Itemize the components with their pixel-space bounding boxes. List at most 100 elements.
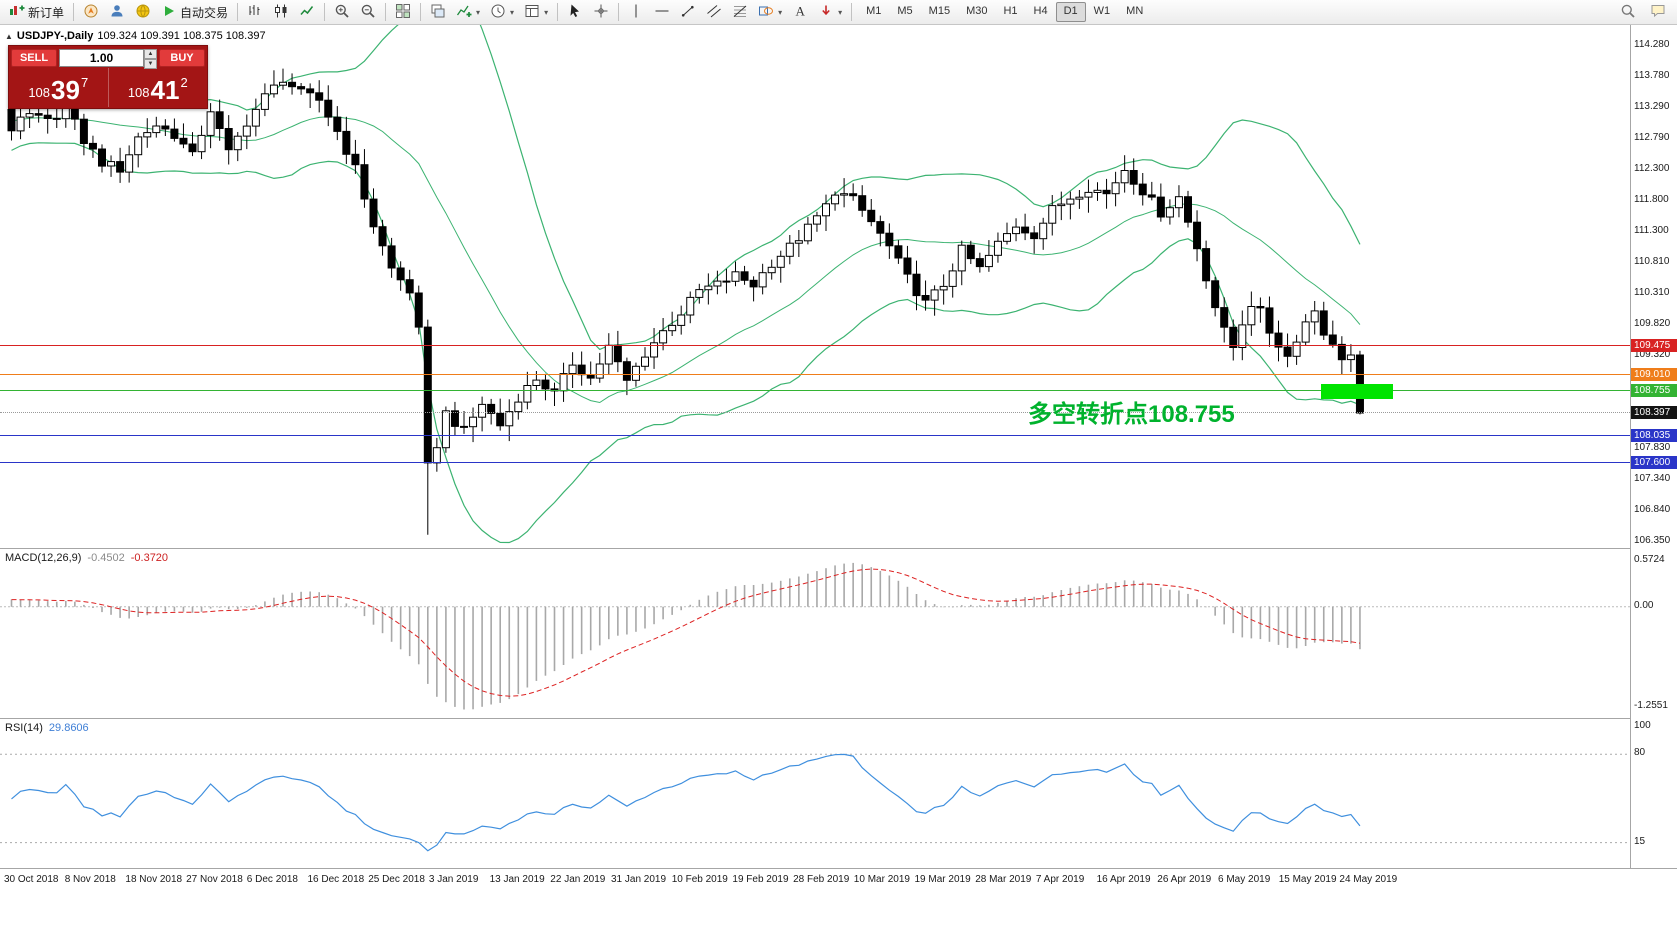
macd-histogram-bar (218, 606, 221, 608)
macd-histogram-bar (472, 606, 474, 710)
candle-body (1328, 334, 1337, 345)
date-axis-label: 7 Apr 2019 (1035, 874, 1085, 885)
search-button[interactable] (1615, 2, 1641, 22)
bollinger-middle-band (11, 116, 1361, 404)
macd-canvas[interactable] (0, 549, 1630, 718)
ask-price[interactable]: 108 41 2 (109, 68, 208, 107)
macd-histogram-bar (508, 606, 511, 700)
candle-body (1120, 170, 1129, 184)
zoom-in-button[interactable] (329, 2, 355, 22)
rsi-indicator-pane[interactable]: RSI(14) 29.8606 (0, 718, 1630, 868)
macd-histogram-bar (517, 606, 520, 695)
macd-histogram-bar (481, 606, 483, 707)
new-order-button[interactable]: 新订单 (4, 2, 69, 22)
cascade-icon (430, 3, 446, 22)
order-controls-row: SELL ▲ ▼ BUY (9, 46, 207, 69)
timeframe-button-mn[interactable]: MN (1126, 5, 1144, 17)
rsi-canvas[interactable] (0, 719, 1630, 868)
candle-body (315, 92, 324, 101)
line-chart-button[interactable] (294, 2, 320, 22)
chat-button[interactable] (1645, 2, 1671, 22)
pivot-highlight-box[interactable] (1321, 384, 1393, 399)
candle-body (1093, 189, 1102, 194)
channel-tool-button[interactable] (701, 2, 727, 22)
shapes-tool-button[interactable]: ▾ (753, 2, 787, 22)
trendline-icon (680, 3, 696, 22)
auto-trading-button[interactable]: 自动交易 (156, 2, 233, 22)
rsi-scale-label: 100 (1634, 720, 1651, 731)
bid-price[interactable]: 108 39 7 (9, 68, 109, 107)
macd-histogram-bar (617, 606, 619, 636)
horizontal-level-line-108.035[interactable] (0, 435, 1630, 437)
candle-body (695, 289, 704, 298)
dropdown-caret-icon: ▾ (476, 7, 481, 17)
horizontal-line-tool-button[interactable] (649, 2, 675, 22)
community-icon[interactable] (130, 2, 156, 22)
bar-chart-button[interactable] (242, 2, 268, 22)
timeframe-button-m5[interactable]: M5 (897, 5, 913, 17)
horizontal-level-line-108.755[interactable] (0, 390, 1630, 392)
sell-button[interactable]: SELL (11, 48, 57, 67)
trendline-tool-button[interactable] (675, 2, 701, 22)
volume-increase-button[interactable]: ▲ (144, 48, 157, 59)
arrange-charts-button[interactable] (425, 2, 451, 22)
buy-button[interactable]: BUY (159, 48, 205, 67)
macd-histogram-bar (906, 586, 909, 607)
volume-decrease-button[interactable]: ▼ (144, 58, 157, 69)
bollinger-upper-band (11, 25, 1361, 351)
macd-histogram-bar (499, 606, 501, 703)
price-axis[interactable]: 114.280 113.780 113.290 112.790 112.300 111.8… (1630, 25, 1677, 868)
date-axis-label: 13 Jan 2019 (489, 874, 545, 885)
horizontal-level-line-109.010[interactable] (0, 374, 1630, 376)
candle-body (876, 221, 885, 234)
periods-button[interactable]: ▾ (485, 2, 519, 22)
horizontal-level-line-109.475[interactable] (0, 345, 1630, 347)
arrows-tool-button[interactable]: ▾ (813, 2, 847, 22)
tile-windows-button[interactable] (390, 2, 416, 22)
candle-body (559, 373, 568, 392)
candle-body (1165, 207, 1174, 218)
date-axis-label: 31 Jan 2019 (611, 874, 667, 885)
timeframe-button-m1[interactable]: M1 (866, 5, 882, 17)
macd-indicator-pane[interactable]: MACD(12,26,9) -0.4502 -0.3720 (0, 548, 1630, 718)
macd-histogram-bar (997, 602, 999, 607)
expert-advisor-icon[interactable] (104, 2, 130, 22)
pivot-annotation-text[interactable]: 多空转折点108.755 (1028, 401, 1235, 428)
fibonacci-tool-button[interactable] (727, 2, 753, 22)
candle-body (595, 363, 604, 379)
candlestick-chart-button[interactable] (268, 2, 294, 22)
navigator-icon[interactable] (78, 2, 104, 22)
zoom-out-button[interactable] (355, 2, 381, 22)
crosshair-tool-button[interactable] (588, 2, 614, 22)
candlestick-canvas[interactable] (0, 25, 1630, 548)
toolbar: 新订单 自动交易 ▾ ▾ ▾ ▾ A ▾ M1 M5 M15 M30 H1 H4 D1 W1 MN (0, 0, 1677, 25)
macd-histogram-bar (608, 606, 610, 640)
timeframe-button-w1[interactable]: W1 (1093, 5, 1111, 17)
macd-scale-label: 0.00 (1634, 599, 1654, 611)
timeframe-button-h1[interactable]: H1 (1003, 5, 1018, 17)
templates-button[interactable]: ▾ (519, 2, 553, 22)
candle-body (1030, 232, 1039, 240)
vertical-line-tool-button[interactable] (623, 2, 649, 22)
volume-input[interactable] (59, 48, 144, 67)
time-axis[interactable]: 30 Oct 2018 8 Nov 2018 18 Nov 2018 27 Nov 2… (0, 868, 1677, 951)
timeframe-button-m15[interactable]: M15 (928, 5, 951, 17)
cursor-tool-button[interactable] (562, 2, 588, 22)
horizontal-level-line-107.600[interactable] (0, 462, 1630, 464)
text-tool-button[interactable]: A (787, 2, 813, 22)
candle-body (776, 255, 785, 268)
timeframe-button-h4[interactable]: H4 (1033, 5, 1048, 17)
price-axis-label: 106.350 (1634, 535, 1671, 547)
macd-histogram-bar (264, 601, 266, 607)
main-chart-pane[interactable]: ▲ USDJPY-,Daily 109.324 109.391 108.375 … (0, 25, 1630, 548)
indicators-button[interactable]: ▾ (451, 2, 485, 22)
timeframe-button-d1[interactable]: D1 (1055, 2, 1086, 22)
collapse-quote-panel-icon[interactable]: ▲ (5, 31, 13, 41)
macd-histogram-bar (1114, 582, 1117, 607)
current-price-badge: 108.397 (1631, 406, 1677, 420)
timeframe-button-m30[interactable]: M30 (966, 5, 988, 17)
macd-histogram-bar (490, 606, 492, 705)
macd-histogram-bar (671, 606, 673, 615)
candle-body (197, 134, 206, 153)
candle-body (1319, 310, 1328, 336)
